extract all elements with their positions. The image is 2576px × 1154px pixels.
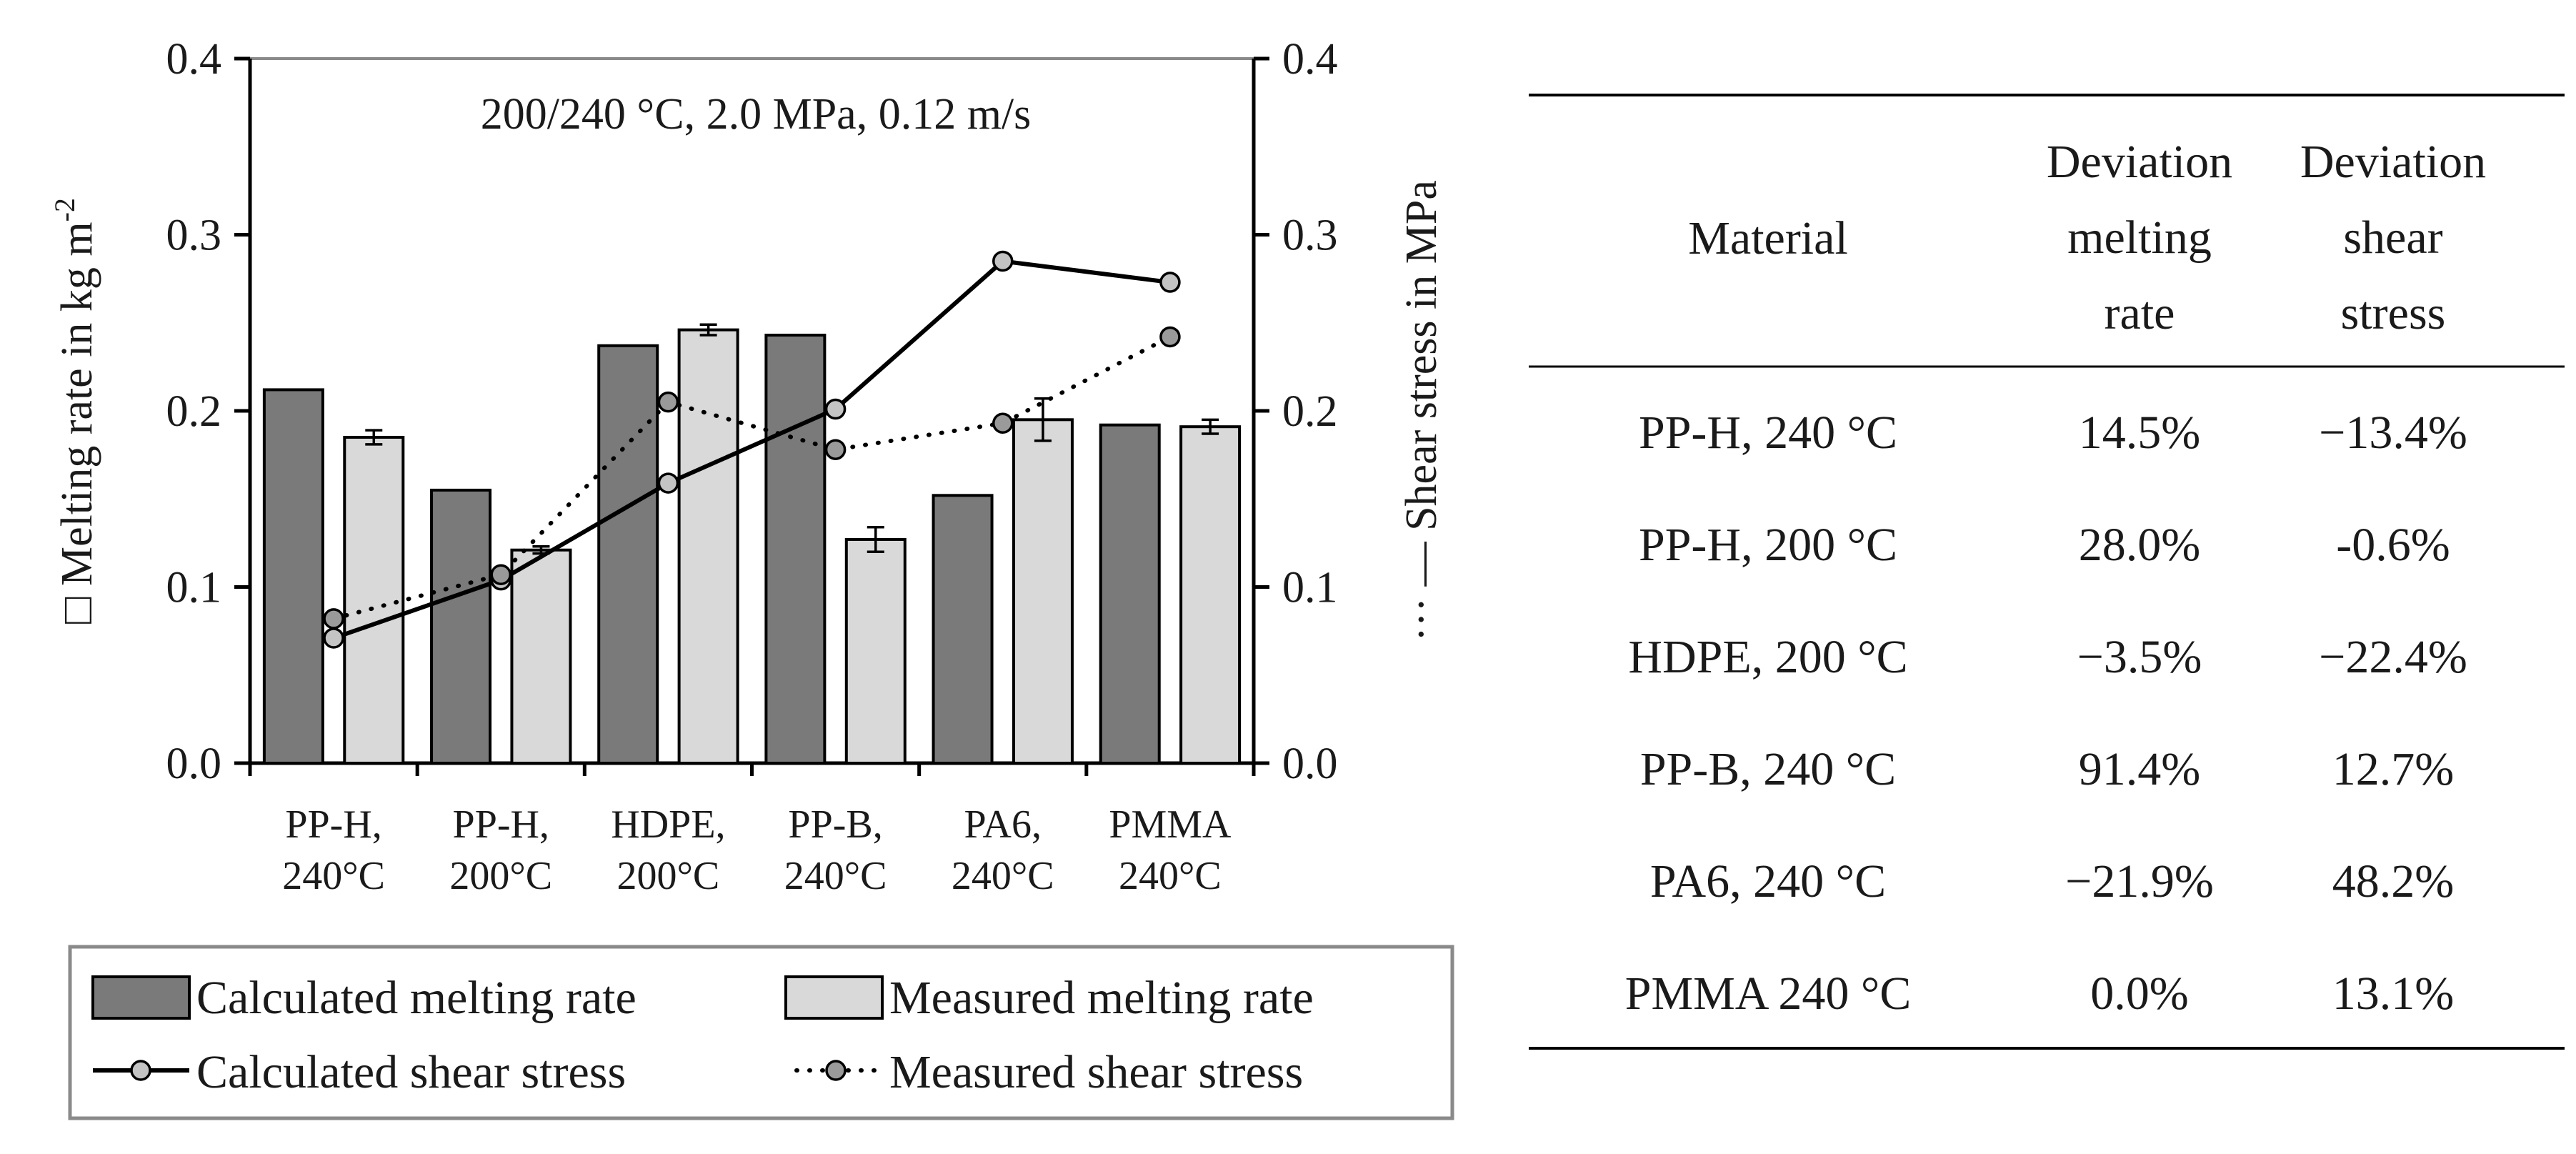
table-cell: -0.6% (2336, 519, 2450, 571)
legend-box (68, 945, 1454, 1120)
calculated-shear-stress-point (657, 472, 679, 494)
calculated-melting-rate-bar (764, 334, 827, 765)
left-tick-label: 0.1 (166, 564, 222, 612)
measured-shear-stress-point (323, 608, 344, 630)
table-cell: 48.2% (2332, 855, 2454, 907)
right-tick-label: 0.0 (1282, 740, 1338, 788)
table-cell: PP-B, 240 °C (1640, 743, 1896, 795)
measured-melting-rate-bar (1012, 418, 1074, 765)
table-cell: PMMA 240 °C (1625, 968, 1912, 1020)
calculated-shear-stress-point (992, 250, 1014, 272)
right-axis-title: ··· — Shear stress in MPa (1397, 180, 1446, 642)
measured-shear-stress-point (992, 412, 1014, 434)
category-label: PA6, (964, 802, 1042, 847)
legend-label: Calculated melting rate (196, 972, 636, 1024)
measured-shear-stress-point (490, 564, 511, 585)
table-cell: 14.5% (2079, 407, 2200, 459)
left-tick-label: 0.3 (166, 212, 222, 260)
table-cell: 12.7% (2332, 743, 2454, 795)
category-label: HDPE, (611, 802, 725, 847)
table-header: rate (2105, 287, 2175, 339)
left-axis-title-text: □ Melting rate in kg m (53, 222, 101, 624)
measured-shear-stress-point (824, 439, 847, 460)
measured-shear-stress-point (1159, 326, 1181, 348)
measured-melting-rate-bar (343, 435, 405, 765)
right-tick-label: 0.2 (1282, 387, 1338, 436)
data-table: Material Deviation melting rate Deviation she… (1529, 94, 2565, 1050)
chart-annotation: 200/240 °C, 2.0 MPa, 0.12 m/s (481, 90, 1032, 139)
legend: Calculated melting rate Measured melting … (68, 945, 1454, 1120)
table-header: melting (2067, 212, 2212, 264)
table-cell: −22.4% (2319, 631, 2467, 683)
calculated-melting-rate-bar (1099, 423, 1161, 765)
left-tick-label: 0.2 (166, 387, 222, 436)
category-label: 240°C (282, 854, 385, 898)
legend-marker-calculated-shear-stress (130, 1060, 151, 1081)
table-cell: HDPE, 200 °C (1628, 631, 1907, 683)
category-label: 240°C (952, 854, 1054, 898)
measured-shear-stress-point (657, 391, 679, 413)
legend-label: Calculated shear stress (196, 1046, 626, 1098)
table-header: Deviation (2300, 136, 2486, 188)
category-label: 240°C (784, 854, 887, 898)
table-cell: −21.9% (2065, 855, 2214, 907)
calculated-shear-stress-point (824, 398, 847, 420)
right-tick-label: 0.1 (1282, 564, 1338, 612)
right-tick-label: 0.4 (1282, 35, 1338, 84)
calculated-melting-rate-bar (262, 388, 324, 765)
legend-swatch-measured-melting-rate (784, 975, 884, 1020)
category-label: 200°C (449, 854, 552, 898)
table-cell: −13.4% (2319, 407, 2467, 459)
measured-melting-rate-bar (1179, 425, 1242, 765)
calculated-shear-stress-line (331, 259, 1172, 640)
table-cell: PA6, 240 °C (1650, 855, 1886, 907)
right-tick-label: 0.3 (1282, 212, 1338, 260)
table-cell: PP-H, 240 °C (1639, 407, 1897, 459)
measured-melting-rate-bar (677, 328, 739, 765)
category-label: PP-B, (788, 802, 882, 847)
legend-marker-measured-shear-stress (825, 1060, 847, 1081)
left-axis-title: □ Melting rate in kg m-2 (49, 198, 101, 624)
plot-area: 0.0 0.0 0.1 0.1 0.2 0.2 0.3 0.3 0.4 0.4 PP-H, 240°C… (49, 35, 1446, 898)
table-header: shear (2343, 212, 2442, 264)
measured-shear-stress-line (331, 334, 1172, 621)
table-cell: 13.1% (2332, 968, 2454, 1020)
table-cell: 91.4% (2079, 743, 2200, 795)
category-label: 200°C (617, 854, 720, 898)
measured-melting-rate-bar (510, 548, 572, 765)
table-header: Deviation (2047, 136, 2232, 188)
category-label: 240°C (1119, 854, 1222, 898)
category-label: PP-H, (285, 802, 381, 847)
table-cell: 28.0% (2079, 519, 2200, 571)
calculated-shear-stress-point (323, 627, 344, 649)
measured-melting-rate-bar (844, 537, 907, 765)
legend-label: Measured melting rate (889, 972, 1314, 1024)
left-axis-title-superscript: -2 (49, 198, 81, 222)
left-tick-label: 0.4 (166, 35, 222, 84)
left-tick-label: 0.0 (166, 740, 222, 788)
calculated-melting-rate-bar (597, 344, 659, 765)
table-cell: 0.0% (2090, 968, 2188, 1020)
calculated-melting-rate-bar (932, 494, 994, 765)
category-label: PP-H, (453, 802, 549, 847)
table-cell: PP-H, 200 °C (1639, 519, 1897, 571)
table-cell: −3.5% (2077, 631, 2202, 683)
legend-label: Measured shear stress (889, 1046, 1303, 1098)
table-header: Material (1688, 212, 1848, 264)
category-label: PMMA (1109, 802, 1232, 847)
calculated-melting-rate-bar (430, 488, 492, 765)
calculated-shear-stress-point (1159, 272, 1181, 293)
table-header: stress (2341, 287, 2446, 339)
legend-swatch-calculated-melting-rate (91, 975, 191, 1020)
